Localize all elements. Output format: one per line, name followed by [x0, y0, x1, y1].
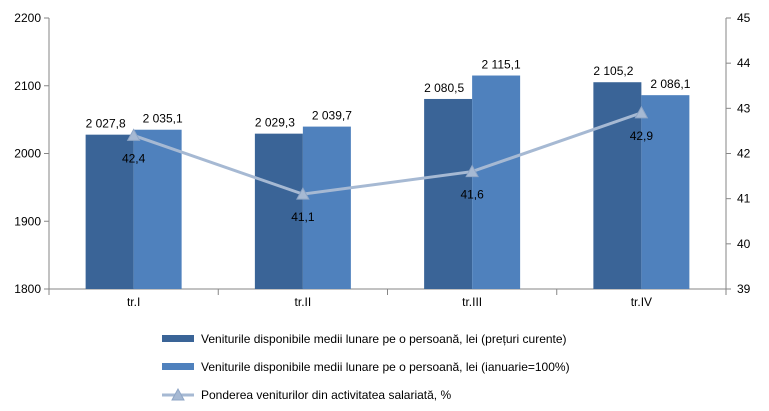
x-tick-label: tr.IV — [631, 295, 652, 309]
right-tick-label: 43 — [737, 101, 751, 115]
right-tick-label: 45 — [737, 11, 751, 25]
left-tick-label: 2200 — [14, 11, 41, 25]
right-tick-label: 41 — [737, 192, 751, 206]
bar-data-label: 2 105,2 — [593, 64, 633, 78]
line-data-label: 41,1 — [291, 210, 315, 224]
bar-series-2 — [133, 129, 182, 289]
line-data-label: 42,9 — [630, 129, 654, 143]
bar-data-label: 2 115,1 — [482, 58, 521, 72]
bar-data-label: 2 035,1 — [143, 112, 183, 126]
bar-data-label: 2 039,7 — [312, 109, 352, 123]
x-tick-label: tr.III — [462, 295, 482, 309]
bar-series-2 — [472, 75, 521, 290]
x-tick-label: tr.II — [295, 295, 312, 309]
legend-label: Veniturile disponibile medii lunare pe o… — [201, 332, 567, 346]
bar-series-1 — [85, 134, 134, 289]
left-tick-label: 2000 — [14, 147, 41, 161]
bar-series-1 — [593, 82, 642, 290]
bar-data-label: 2 080,5 — [424, 81, 464, 95]
legend-marker — [171, 387, 185, 401]
legend-label: Ponderea veniturilor din activitatea sal… — [201, 388, 451, 402]
line-series — [133, 111, 642, 196]
bar-series-1 — [254, 133, 303, 289]
line-marker — [465, 164, 479, 178]
legend-swatch-1 — [162, 335, 194, 342]
legend-label: Veniturile disponibile medii lunare pe o… — [201, 360, 570, 374]
right-tick-label: 40 — [737, 237, 751, 251]
bar-series-2 — [302, 126, 351, 290]
line-data-label: 42,4 — [122, 151, 146, 165]
bar-data-label: 2 086,1 — [650, 77, 690, 91]
left-tick-label: 1800 — [14, 282, 41, 296]
bar-data-label: 2 029,3 — [255, 116, 295, 130]
legend: Veniturile disponibile medii lunare pe o… — [162, 332, 570, 402]
right-tick-label: 42 — [737, 147, 751, 161]
line-marker — [296, 187, 310, 200]
bar-series-2 — [641, 95, 690, 289]
x-tick-label: tr.I — [127, 295, 140, 309]
line-data-label: 41,6 — [460, 188, 484, 202]
right-tick-label: 39 — [737, 282, 751, 296]
bar-data-label: 2 027,8 — [86, 117, 126, 131]
left-tick-label: 2100 — [14, 79, 41, 93]
plot-area: 1800 1900 2000 2100 2200 39 40 41 42 43 44 45 tr.I tr… — [14, 11, 750, 309]
legend-swatch-2 — [162, 363, 194, 370]
line-marker — [634, 105, 649, 119]
left-tick-label: 1900 — [14, 214, 41, 228]
bar-series-1 — [424, 98, 473, 290]
line-marker — [126, 128, 141, 141]
right-tick-label: 44 — [737, 56, 751, 70]
